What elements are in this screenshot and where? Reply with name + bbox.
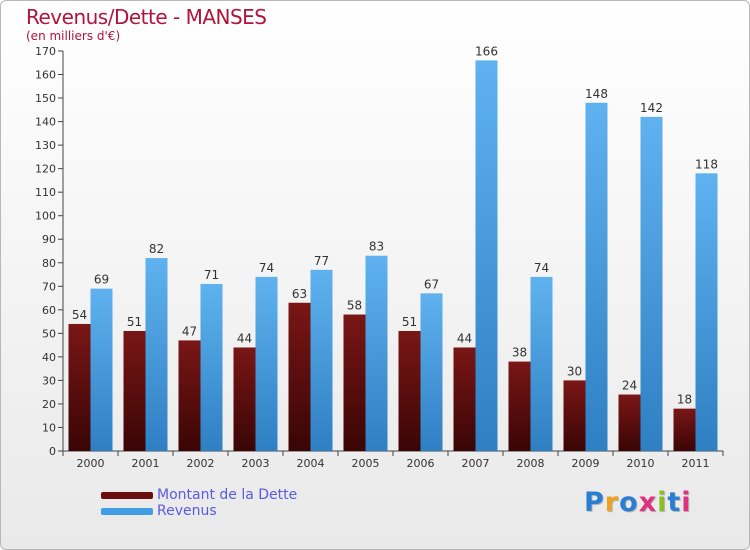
x-tick-label: 2010 bbox=[627, 457, 655, 470]
legend: Montant de la Dette Revenus bbox=[101, 487, 297, 519]
data-label-dette: 30 bbox=[567, 364, 582, 378]
data-label-dette: 38 bbox=[512, 346, 527, 360]
data-label-revenus: 118 bbox=[695, 157, 718, 171]
legend-swatch-revenus bbox=[101, 507, 153, 515]
bar-dette bbox=[178, 340, 201, 451]
x-tick-label: 2007 bbox=[462, 457, 490, 470]
y-tick-label: 110 bbox=[35, 186, 56, 199]
logo-letter: P bbox=[584, 487, 605, 518]
bar-revenus bbox=[255, 276, 278, 451]
bar-dette bbox=[453, 347, 476, 451]
y-tick-label: 160 bbox=[35, 69, 56, 82]
legend-label-revenus: Revenus bbox=[157, 503, 217, 519]
y-tick-label: 70 bbox=[42, 280, 56, 293]
logo-letter: t bbox=[667, 487, 682, 518]
bar-dette bbox=[123, 331, 146, 451]
legend-label-dette: Montant de la Dette bbox=[157, 487, 298, 503]
x-tick-label: 2002 bbox=[187, 457, 215, 470]
logo-letter: o bbox=[619, 487, 639, 518]
chart-title: Revenus/Dette - MANSES bbox=[26, 5, 267, 29]
data-label-revenus: 83 bbox=[369, 240, 384, 254]
data-label-dette: 44 bbox=[237, 331, 252, 345]
logo-letter: r bbox=[604, 487, 620, 518]
y-tick-label: 170 bbox=[35, 45, 56, 58]
y-tick-label: 130 bbox=[35, 139, 56, 152]
y-tick-label: 20 bbox=[42, 398, 56, 411]
x-tick-label: 2000 bbox=[77, 457, 105, 470]
data-label-revenus: 71 bbox=[204, 268, 219, 282]
y-tick-label: 60 bbox=[42, 304, 56, 317]
chart-subtitle: (en milliers d'€) bbox=[26, 29, 121, 43]
x-tick-label: 2005 bbox=[352, 457, 380, 470]
data-label-revenus: 77 bbox=[314, 254, 329, 268]
x-tick-label: 2004 bbox=[297, 457, 325, 470]
logo-letter: i bbox=[657, 487, 668, 518]
x-tick-label: 2006 bbox=[407, 457, 435, 470]
y-tick-label: 90 bbox=[42, 233, 56, 246]
bar-dette bbox=[563, 380, 586, 451]
y-tick-label: 100 bbox=[35, 210, 56, 223]
data-label-revenus: 82 bbox=[149, 242, 164, 256]
y-tick-label: 40 bbox=[42, 351, 56, 364]
legend-item-dette: Montant de la Dette bbox=[101, 487, 297, 503]
bar-dette bbox=[508, 361, 531, 451]
x-tick-label: 2009 bbox=[572, 457, 600, 470]
y-tick-label: 10 bbox=[42, 421, 56, 434]
bar-dette bbox=[398, 331, 421, 451]
x-tick-label: 2008 bbox=[517, 457, 545, 470]
bar-revenus bbox=[200, 283, 223, 451]
data-label-dette: 47 bbox=[182, 324, 197, 338]
data-label-revenus: 142 bbox=[640, 101, 663, 115]
data-label-revenus: 74 bbox=[259, 261, 274, 275]
y-tick-label: 150 bbox=[35, 92, 56, 105]
logo-letter: i bbox=[681, 487, 692, 518]
proxiti-logo: Proxiti bbox=[584, 487, 692, 518]
bar-revenus bbox=[310, 269, 333, 451]
bar-revenus bbox=[420, 293, 443, 451]
legend-item-revenus: Revenus bbox=[101, 503, 297, 519]
y-tick-label: 50 bbox=[42, 327, 56, 340]
y-tick-label: 120 bbox=[35, 163, 56, 176]
bar-dette bbox=[343, 314, 366, 451]
data-label-dette: 18 bbox=[677, 393, 692, 407]
data-label-revenus: 148 bbox=[585, 87, 608, 101]
bar-revenus bbox=[530, 276, 553, 451]
y-tick-label: 0 bbox=[49, 445, 56, 458]
data-label-revenus: 67 bbox=[424, 277, 439, 291]
bar-dette bbox=[233, 347, 256, 451]
data-label-dette: 44 bbox=[457, 331, 472, 345]
data-label-dette: 54 bbox=[72, 308, 87, 322]
bar-revenus bbox=[145, 258, 168, 451]
y-tick-label: 80 bbox=[42, 257, 56, 270]
bar-revenus bbox=[640, 116, 663, 451]
x-tick-label: 2003 bbox=[242, 457, 270, 470]
legend-swatch-dette bbox=[101, 491, 153, 499]
bar-revenus bbox=[365, 255, 388, 451]
bar-dette bbox=[288, 302, 311, 451]
data-label-revenus: 74 bbox=[534, 261, 549, 275]
data-label-revenus: 69 bbox=[94, 273, 109, 287]
bar-revenus bbox=[90, 288, 113, 451]
data-label-dette: 24 bbox=[622, 379, 637, 393]
bar-revenus bbox=[695, 173, 718, 451]
x-tick-label: 2011 bbox=[682, 457, 710, 470]
bar-revenus bbox=[585, 102, 608, 451]
data-label-dette: 63 bbox=[292, 287, 307, 301]
bar-dette bbox=[673, 408, 696, 451]
x-tick-label: 2001 bbox=[132, 457, 160, 470]
logo-letter: x bbox=[638, 487, 658, 518]
data-label-dette: 51 bbox=[402, 315, 417, 329]
y-tick-label: 30 bbox=[42, 374, 56, 387]
bar-dette bbox=[68, 323, 91, 451]
data-label-dette: 51 bbox=[127, 315, 142, 329]
data-label-dette: 58 bbox=[347, 299, 362, 313]
bar-revenus bbox=[475, 60, 498, 451]
bar-dette bbox=[618, 394, 641, 451]
data-label-revenus: 166 bbox=[475, 44, 498, 58]
y-tick-label: 140 bbox=[35, 116, 56, 129]
